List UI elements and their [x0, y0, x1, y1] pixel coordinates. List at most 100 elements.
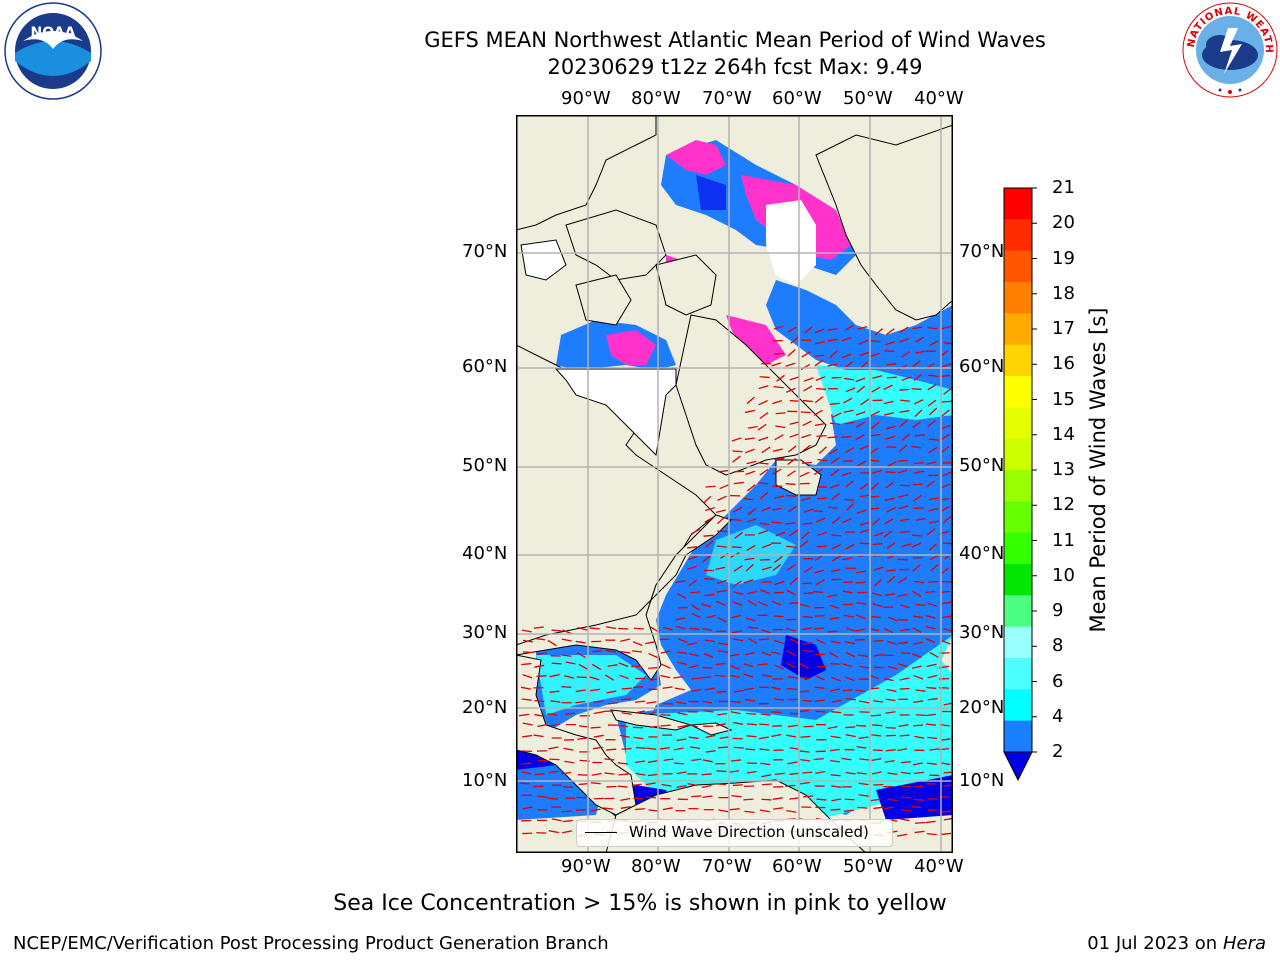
wind-arrow: [746, 518, 757, 523]
wind-arrow: [687, 642, 698, 646]
wind-arrow: [704, 687, 715, 691]
wind-arrow: [761, 506, 771, 512]
lon-tick: 50°W: [843, 856, 893, 877]
noaa-logo: NOAA: [4, 2, 102, 100]
wind-arrow: [814, 396, 824, 404]
wind-arrow: [578, 782, 589, 786]
wind-arrow: [733, 580, 743, 587]
wind-arrow: [576, 651, 586, 658]
wind-arrow: [647, 773, 658, 777]
wind-arrow: [604, 674, 615, 681]
wind-arrow: [563, 747, 574, 751]
wind-arrow: [773, 385, 784, 389]
wind-arrow: [830, 640, 841, 644]
wind-arrow: [675, 625, 686, 630]
wind-arrow: [900, 652, 911, 655]
wind-arrow: [913, 674, 924, 680]
wind-arrow: [899, 484, 910, 487]
wind-arrow: [745, 470, 756, 476]
wind-arrow: [787, 445, 797, 453]
wind-arrow: [832, 516, 841, 524]
wind-arrow: [873, 806, 884, 810]
wind-arrow: [871, 771, 882, 775]
wind-arrow: [705, 614, 716, 619]
wind-arrow: [817, 458, 828, 462]
wind-arrow: [927, 383, 937, 391]
wind-arrow: [830, 662, 841, 665]
wind-arrow: [606, 748, 617, 751]
wind-arrow: [744, 409, 755, 414]
wind-arrow: [758, 481, 769, 485]
colorbar-tick-label: 13: [1052, 459, 1075, 480]
wind-arrow: [799, 690, 810, 693]
wind-arrow: [522, 674, 533, 679]
wind-arrow: [845, 697, 856, 701]
wind-arrow: [561, 686, 572, 688]
wind-arrow: [716, 589, 727, 593]
wind-arrow: [897, 833, 908, 837]
wind-arrow: [803, 377, 814, 382]
wind-arrow: [898, 663, 908, 668]
wind-arrow: [662, 807, 673, 811]
wind-arrow: [869, 447, 879, 455]
wind-arrow: [548, 830, 559, 834]
wind-arrow: [929, 748, 940, 751]
wind-arrow: [941, 580, 952, 583]
wind-arrow: [827, 436, 838, 439]
wind-arrow: [928, 580, 939, 583]
lat-tick: 10°N: [959, 770, 1005, 791]
wind-arrow: [898, 459, 909, 462]
wind-arrow: [717, 746, 728, 749]
wind-arrow: [787, 564, 797, 571]
wind-arrow: [929, 554, 939, 561]
wind-arrow: [745, 563, 754, 572]
wind-arrow: [873, 653, 884, 657]
wind-arrow: [841, 471, 852, 477]
wind-arrow: [785, 494, 796, 497]
wind-arrow: [718, 809, 729, 813]
wind-arrow: [705, 507, 715, 512]
wind-arrow: [760, 589, 770, 595]
wind-arrow: [832, 412, 842, 418]
wind-arrow: [813, 590, 824, 593]
wind-arrow: [564, 760, 575, 764]
wind-arrow: [533, 785, 544, 788]
wind-arrow: [912, 534, 923, 537]
ocean-light-band: [536, 655, 646, 715]
wind-arrow: [687, 565, 698, 571]
wind-arrow: [802, 420, 812, 427]
wind-arrow: [829, 484, 840, 489]
wind-arrow: [635, 746, 646, 749]
wind-arrow: [897, 593, 908, 597]
wind-arrow: [870, 339, 881, 343]
wind-arrow: [884, 412, 895, 416]
wind-arrow: [676, 592, 687, 599]
greenland: [815, 124, 953, 321]
wind-arrow: [771, 733, 782, 738]
colorbar-tick-label: 18: [1052, 282, 1075, 304]
wind-arrow: [691, 795, 702, 798]
wind-arrow: [575, 700, 586, 704]
wind-arrow: [885, 569, 896, 572]
wind-arrow: [785, 662, 796, 669]
wind-arrow: [940, 325, 951, 330]
wind-arrow: [618, 627, 629, 630]
wind-arrow: [831, 676, 841, 682]
wind-arrow: [548, 746, 559, 750]
wind-arrow: [827, 726, 838, 730]
wind-arrow: [927, 602, 938, 607]
wind-arrow: [817, 531, 828, 537]
wind-arrow: [774, 457, 785, 461]
wind-arrow: [702, 627, 713, 631]
wind-arrow: [743, 798, 754, 801]
wind-arrow: [827, 338, 838, 342]
wind-arrow: [565, 712, 576, 716]
wind-arrow: [842, 663, 853, 668]
wind-arrow: [845, 503, 855, 511]
wind-arrow: [801, 531, 810, 540]
wind-arrow: [912, 564, 921, 572]
wind-arrow: [745, 617, 756, 622]
wind-arrow: [799, 471, 810, 478]
wind-arrow: [845, 387, 856, 393]
wind-arrow: [871, 517, 881, 526]
